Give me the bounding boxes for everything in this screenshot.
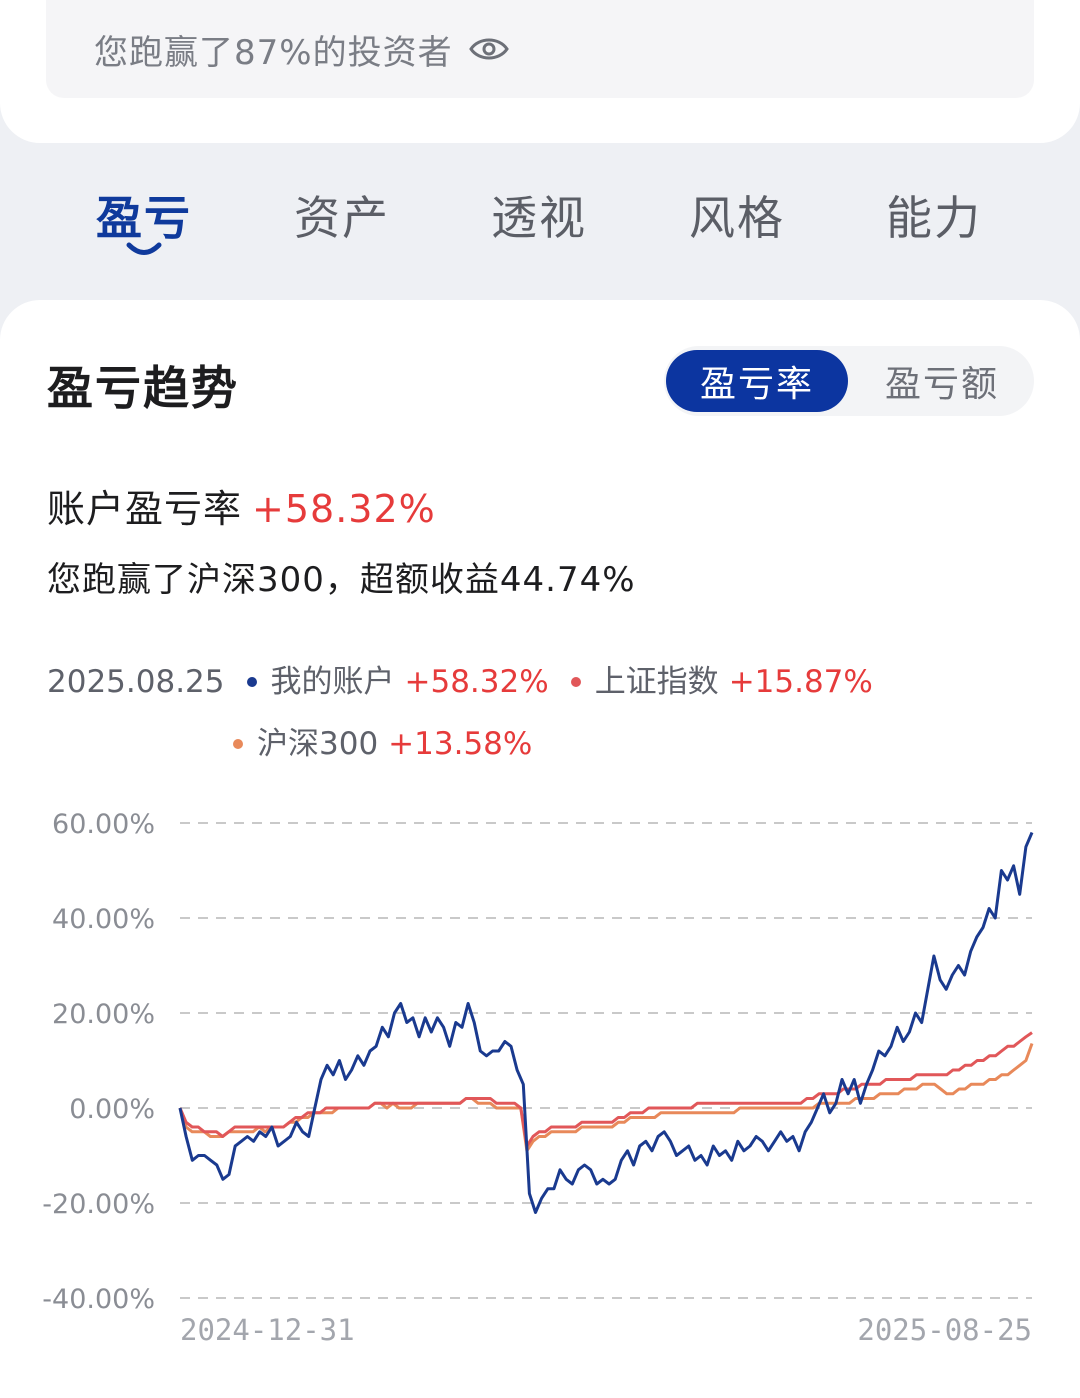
legend-date: 2025.08.25 [47, 664, 225, 700]
excess-return-text: 您跑赢了沪深300，超额收益44.74% [47, 560, 636, 600]
legend-name: 我的账户 [270, 664, 395, 700]
account-rate-row: 账户盈亏率 +58.32% [47, 478, 436, 533]
y-tick-label: -20.00% [42, 1189, 155, 1220]
investor-beat-text: 您跑赢了87%的投资者 [94, 32, 453, 73]
y-tick-label: -40.00% [42, 1284, 155, 1315]
account-rate-label: 账户盈亏率 [47, 487, 243, 531]
profit-trend-chart[interactable]: 60.00% 40.00% 20.00% 0.00% -20.00% -40.00% 202… [0, 800, 1080, 1360]
investor-beat-box[interactable]: 您跑赢了87%的投资者 [46, 0, 1034, 98]
profit-trend-card: 盈亏趋势 盈亏率 盈亏额 账户盈亏率 +58.32% 您跑赢了沪深300，超额收益… [0, 300, 1080, 1398]
tab-ability[interactable]: 能力 [886, 191, 982, 245]
section-title: 盈亏趋势 [47, 361, 239, 415]
y-tick-label: 60.00% [52, 809, 155, 840]
x-tick-label: 2024-12-31 [180, 1313, 355, 1347]
legend-dot-icon [246, 676, 257, 687]
tab-style[interactable]: 风格 [689, 191, 785, 245]
tab-perspective[interactable]: 透视 [491, 191, 587, 245]
chart-legend-row-1: 2025.08.25 我的账户 +58.32% 上证指数 +15.87% [47, 656, 873, 701]
legend-name: 上证指数 [594, 664, 719, 700]
summary-card: 您跑赢了87%的投资者 [0, 0, 1080, 143]
series-line-sse-index [178, 1031, 1033, 1148]
eye-icon[interactable] [468, 35, 509, 63]
active-tab-indicator-icon [126, 242, 162, 255]
tab-profit-loss[interactable]: 盈亏 [96, 191, 192, 245]
legend-value: +15.87% [728, 664, 873, 700]
legend-value: +13.58% [388, 726, 533, 762]
y-tick-label: 40.00% [52, 904, 155, 935]
legend-value: +58.32% [404, 664, 549, 700]
x-tick-label: 2025-08-25 [857, 1313, 1032, 1347]
tab-assets[interactable]: 资产 [294, 191, 390, 245]
y-tick-label: 20.00% [52, 999, 155, 1030]
account-rate-value: +58.32% [252, 487, 436, 531]
toggle-rate-button[interactable]: 盈亏率 [666, 350, 848, 412]
toggle-amount-button[interactable]: 盈亏额 [884, 364, 999, 405]
series-line-my-account [178, 831, 1034, 1214]
legend-dot-icon [233, 738, 243, 749]
legend-name: 沪深300 [257, 726, 379, 762]
tab-bar: 盈亏 资产 透视 风格 能力 [0, 170, 1080, 270]
y-tick-label: 0.00% [69, 1094, 155, 1125]
legend-dot-icon [570, 676, 581, 687]
metric-toggle: 盈亏率 盈亏额 [664, 346, 1034, 416]
chart-legend-row-2: 沪深300 +13.58% [233, 718, 532, 763]
